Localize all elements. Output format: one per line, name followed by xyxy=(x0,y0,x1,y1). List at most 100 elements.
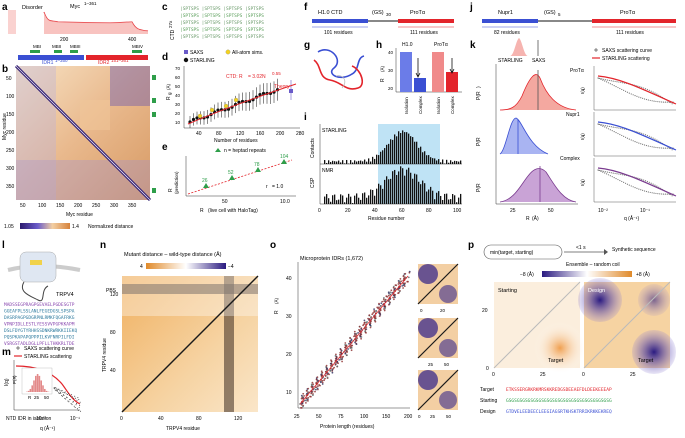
k-saxs-point xyxy=(667,194,668,195)
k-saxs-point xyxy=(604,172,605,173)
i-xtick: 80 xyxy=(426,208,432,214)
k-saxs-point xyxy=(650,146,651,147)
d-ytick: 10 xyxy=(175,120,181,125)
o-idr-point xyxy=(407,281,409,283)
o-idr-point xyxy=(315,389,317,391)
m-saxs-point xyxy=(74,406,75,407)
panel-label-j: j xyxy=(469,2,473,13)
b-ytick: 150 xyxy=(6,112,15,118)
k-saxs-point xyxy=(652,100,653,101)
k-saxs-point xyxy=(611,80,612,81)
i-contact-bar xyxy=(424,151,425,164)
k-saxs-point xyxy=(621,89,622,90)
b-xlabel: Myc residue xyxy=(66,212,93,218)
l-seq-line: MADSSEGPRAGPGEVAELPGDESGTP xyxy=(4,302,75,308)
o-idr-point xyxy=(327,377,329,379)
k-saxs-point xyxy=(619,88,620,89)
o-idr-point xyxy=(408,277,410,279)
c-seq-row: |SPTSPS |SPTSPS |SPTSPS |SPTSPS xyxy=(180,34,264,40)
k-saxs-point xyxy=(645,88,646,89)
k-saxs-point xyxy=(663,147,664,148)
d-legend-allatom: All-atom sims. xyxy=(232,50,263,56)
n-ytick: 120 xyxy=(110,292,119,298)
i-csp-bar xyxy=(444,194,445,204)
k-saxs-point xyxy=(613,126,614,127)
m-hist-bar xyxy=(37,374,39,392)
d-xtick: 40 xyxy=(196,131,202,137)
m-saxs-point xyxy=(59,393,60,394)
i-csp-bar xyxy=(368,195,369,204)
o-idr-point xyxy=(340,359,342,361)
i-csp-bar xyxy=(330,202,331,204)
o-idr-point xyxy=(364,320,366,322)
d-xtick: 160 xyxy=(256,131,265,137)
k-saxs-point xyxy=(631,93,632,94)
m-saxs-point xyxy=(63,392,64,393)
m-saxs-point xyxy=(72,404,73,405)
i-csp-bar xyxy=(442,200,443,204)
k-saxs-point xyxy=(654,93,655,94)
o-idr-point xyxy=(383,306,385,308)
p-objective: min(target, starting) xyxy=(490,250,534,256)
i-csp-bar xyxy=(404,176,405,204)
d-ytick: 20 xyxy=(175,111,181,116)
o-idr-point xyxy=(400,278,402,280)
o-inset-blob xyxy=(418,370,438,390)
b-xtick: 300 xyxy=(110,203,119,209)
e-xlabel: R xyxy=(200,208,204,214)
k-saxs-point xyxy=(636,96,637,97)
disorder-label: Disorder xyxy=(22,5,43,11)
k-saxs-point xyxy=(650,100,651,101)
mb-label-1: MBI xyxy=(33,44,41,49)
o-idr-point xyxy=(341,361,343,363)
o-idr-point xyxy=(336,357,338,359)
k-saxs-point xyxy=(612,84,613,85)
p-seq-starting: GSGSGSGSGSGSGSGSGSGSGSGSGSGSGSGSGSGSGSG xyxy=(506,398,612,404)
i-csp-bar xyxy=(410,173,411,204)
k-saxs-point xyxy=(659,193,660,194)
i-contact-bar xyxy=(362,161,363,164)
panel-label-h: h xyxy=(376,40,382,51)
j-prot-residues: 111 residues xyxy=(616,30,644,36)
panel-label-c: c xyxy=(162,2,168,13)
i-csp-bar xyxy=(406,170,407,204)
k-saxs-point xyxy=(652,192,653,193)
o-idr-point xyxy=(340,349,342,351)
e-r2: r xyxy=(266,184,268,190)
panel-label-f: f xyxy=(304,2,308,13)
k-saxs-point xyxy=(617,179,618,180)
mb-label-3: MBIII xyxy=(70,44,81,49)
i-contact-bar xyxy=(374,159,375,164)
i-csp-bar xyxy=(414,174,415,204)
i-contact-bar xyxy=(332,161,333,164)
h-ytick: 30 xyxy=(388,68,394,73)
k-ylabel-2: P(R xyxy=(476,137,482,146)
c-ylabel: CTD xyxy=(170,29,176,40)
k-saxs-point xyxy=(629,139,630,140)
k-saxs-point xyxy=(639,132,640,133)
i-csp-bar xyxy=(326,194,327,204)
i-contact-bar xyxy=(428,155,429,164)
k-saxs-point xyxy=(639,86,640,87)
k-saxs-point xyxy=(615,173,616,174)
k-saxs-point xyxy=(647,181,648,182)
k-saxs-point xyxy=(639,178,640,179)
idr2-label: IDR2 xyxy=(98,60,110,66)
o-idr-point xyxy=(399,291,401,293)
k-saxs-point xyxy=(615,127,616,128)
k-saxs-point xyxy=(638,142,639,143)
o-idr-point xyxy=(368,314,370,316)
p-ytick-0: 0 xyxy=(486,366,489,372)
k-xlabel-unit: (Å) xyxy=(532,215,539,222)
k-saxs-point xyxy=(621,135,622,136)
m-hist-bar xyxy=(42,385,44,392)
m-hist-bar xyxy=(40,380,42,392)
k-saxs-point xyxy=(618,173,619,174)
i-contact-bar xyxy=(378,155,379,164)
o-idr-point xyxy=(359,330,361,332)
i-contact-bar xyxy=(360,161,361,164)
d-starling-point xyxy=(192,118,195,121)
i-csp-bar xyxy=(344,202,345,204)
k-saxs-point xyxy=(612,130,613,131)
k-saxs-point xyxy=(648,99,649,100)
